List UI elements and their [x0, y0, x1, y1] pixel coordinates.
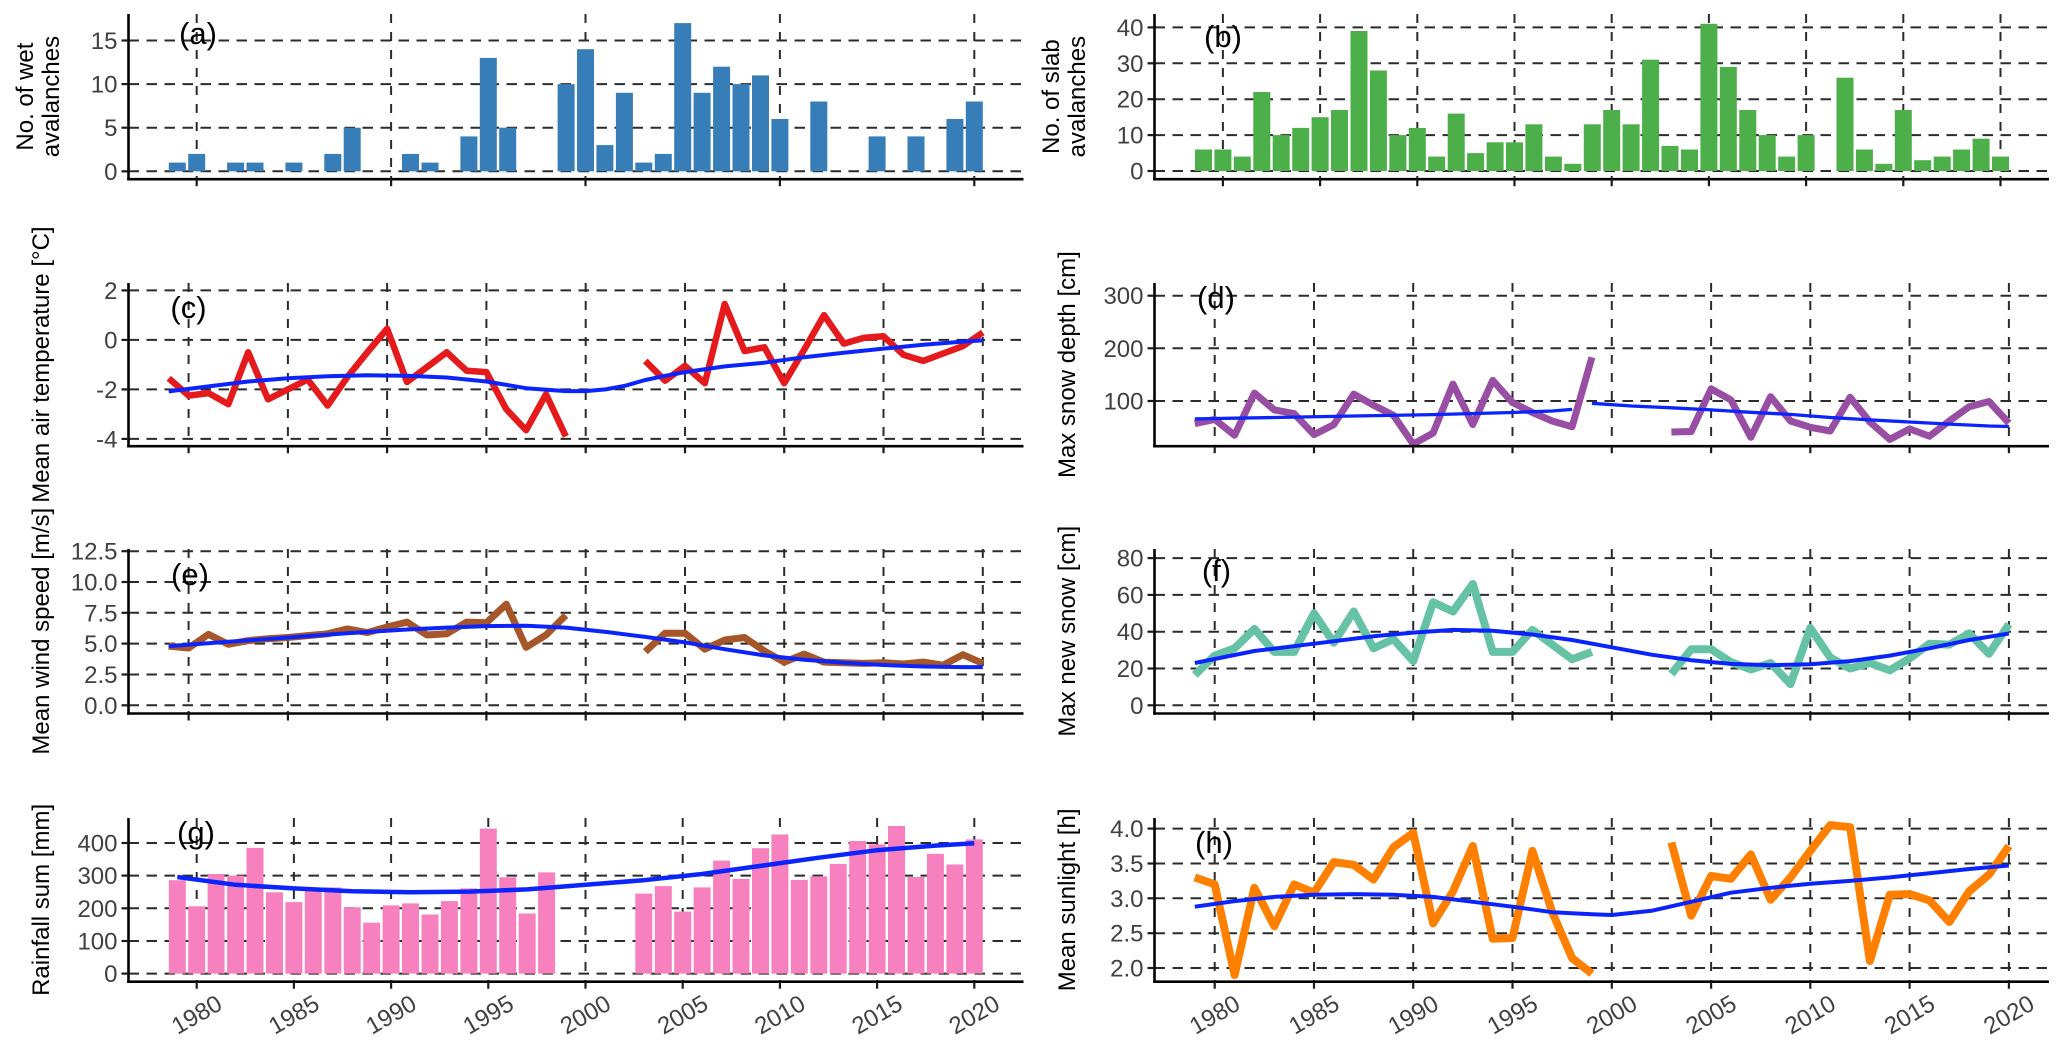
svg-text:(a): (a): [179, 16, 217, 51]
svg-text:20: 20: [1117, 656, 1144, 683]
svg-text:(b): (b): [1204, 19, 1242, 54]
svg-text:No. of wet: No. of wet: [12, 42, 39, 150]
svg-text:10: 10: [91, 72, 118, 99]
svg-text:(h): (h): [1195, 825, 1233, 860]
svg-text:2: 2: [104, 278, 117, 305]
svg-text:0: 0: [1130, 159, 1143, 186]
svg-text:0: 0: [104, 961, 117, 988]
svg-text:60: 60: [1117, 582, 1144, 609]
svg-text:Mean air temperature [°C]: Mean air temperature [°C]: [28, 226, 55, 502]
svg-text:40: 40: [1117, 619, 1144, 646]
svg-text:2.5: 2.5: [1110, 921, 1143, 948]
svg-text:(e): (e): [171, 557, 209, 592]
svg-text:avalanches: avalanches: [1064, 36, 1091, 157]
svg-text:5: 5: [104, 115, 117, 142]
svg-text:10: 10: [1117, 123, 1144, 150]
svg-text:200: 200: [1103, 336, 1143, 363]
svg-text:0: 0: [1130, 693, 1143, 720]
svg-text:40: 40: [1117, 15, 1144, 42]
svg-text:200: 200: [77, 896, 117, 923]
svg-text:Mean sunlight [h]: Mean sunlight [h]: [1054, 809, 1081, 992]
svg-text:400: 400: [77, 831, 117, 858]
svg-text:Mean wind speed [m/s]: Mean wind speed [m/s]: [28, 508, 55, 755]
svg-text:80: 80: [1117, 546, 1144, 573]
svg-text:2.5: 2.5: [84, 662, 117, 689]
svg-text:300: 300: [1103, 283, 1143, 310]
svg-text:20: 20: [1117, 87, 1144, 114]
svg-text:30: 30: [1117, 51, 1144, 78]
svg-text:12.5: 12.5: [71, 539, 118, 566]
svg-text:Max new snow [cm]: Max new snow [cm]: [1054, 526, 1081, 737]
svg-text:5.0: 5.0: [84, 631, 117, 658]
svg-text:(g): (g): [177, 815, 215, 850]
svg-text:-2: -2: [96, 377, 117, 404]
svg-text:0: 0: [104, 327, 117, 354]
svg-text:300: 300: [77, 863, 117, 890]
svg-text:7.5: 7.5: [84, 600, 117, 627]
svg-text:10.0: 10.0: [71, 570, 118, 597]
svg-text:(d): (d): [1197, 280, 1235, 315]
svg-text:No. of slab: No. of slab: [1038, 39, 1065, 154]
svg-text:-4: -4: [96, 426, 117, 453]
svg-text:avalanches: avalanches: [38, 36, 65, 157]
svg-text:4.0: 4.0: [1110, 816, 1143, 843]
svg-text:Max snow depth [cm]: Max snow depth [cm]: [1054, 251, 1081, 478]
svg-text:Rainfall sum [mm]: Rainfall sum [mm]: [28, 804, 55, 996]
svg-text:0.0: 0.0: [84, 693, 117, 720]
svg-text:100: 100: [1103, 389, 1143, 416]
svg-text:100: 100: [77, 929, 117, 956]
svg-text:(f): (f): [1202, 553, 1231, 588]
svg-text:3.5: 3.5: [1110, 851, 1143, 878]
svg-text:2.0: 2.0: [1110, 956, 1143, 983]
svg-text:0: 0: [104, 159, 117, 186]
svg-text:3.0: 3.0: [1110, 886, 1143, 913]
svg-text:(c): (c): [170, 290, 206, 325]
svg-text:15: 15: [91, 28, 118, 55]
